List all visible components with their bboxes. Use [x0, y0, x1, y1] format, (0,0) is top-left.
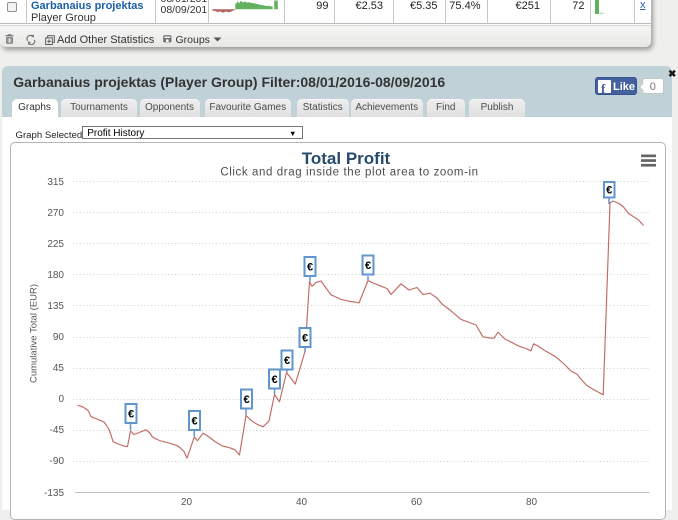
svg-text:€: €: [128, 409, 134, 421]
svg-text:€: €: [365, 260, 371, 272]
svg-text:€: €: [284, 355, 290, 367]
svg-text:-135: -135: [44, 488, 64, 499]
svg-text:40: 40: [296, 497, 308, 508]
svg-text:315: 315: [47, 177, 64, 188]
svg-text:180: 180: [47, 270, 64, 281]
svg-text:-45: -45: [50, 425, 65, 436]
svg-text:-90: -90: [50, 456, 65, 467]
svg-text:€: €: [271, 374, 277, 386]
svg-text:Cumulative Total (EUR): Cumulative Total (EUR): [29, 284, 40, 383]
svg-text:€: €: [191, 416, 197, 428]
svg-text:Click and drag inside the plot: Click and drag inside the plot area to z…: [220, 167, 478, 179]
svg-text:135: 135: [47, 301, 64, 312]
svg-text:€: €: [243, 394, 249, 406]
svg-text:Total Profit: Total Profit: [302, 149, 391, 168]
svg-text:45: 45: [53, 363, 65, 374]
svg-text:€: €: [302, 333, 308, 345]
svg-text:€: €: [307, 262, 313, 274]
svg-text:€: €: [606, 185, 612, 197]
svg-text:225: 225: [47, 239, 64, 250]
svg-text:90: 90: [53, 332, 65, 343]
svg-text:270: 270: [47, 208, 64, 219]
svg-text:80: 80: [526, 497, 538, 508]
svg-text:60: 60: [411, 497, 423, 508]
svg-text:20: 20: [181, 497, 193, 508]
svg-text:0: 0: [58, 394, 64, 405]
